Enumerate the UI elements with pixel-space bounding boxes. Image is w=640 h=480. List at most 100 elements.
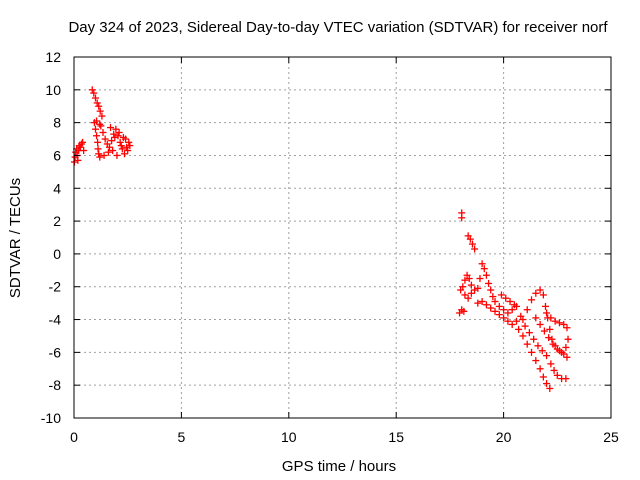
data-point: [487, 304, 495, 312]
y-tick-label: 4: [53, 180, 61, 196]
data-point: [471, 245, 479, 253]
data-point: [543, 352, 551, 360]
data-point: [93, 132, 101, 140]
data-point: [485, 279, 493, 287]
data-point: [93, 117, 101, 125]
data-point: [489, 293, 497, 301]
data-point: [112, 125, 120, 133]
data-point: [536, 320, 544, 328]
data-point: [109, 147, 117, 155]
data-point: [523, 340, 531, 348]
data-point: [502, 294, 510, 302]
x-tick-label: 15: [388, 429, 404, 445]
data-point: [91, 125, 99, 133]
data-point: [487, 286, 495, 294]
data-point: [538, 347, 546, 355]
x-tick-label: 25: [603, 429, 619, 445]
data-point: [510, 301, 518, 309]
y-tick-label: 6: [53, 147, 61, 163]
chart-title: Day 324 of 2023, Sidereal Day-to-day VTE…: [68, 19, 608, 36]
data-point: [495, 302, 503, 310]
data-point: [541, 302, 549, 310]
data-point: [116, 138, 124, 146]
data-point: [478, 297, 486, 305]
data-point: [555, 319, 563, 327]
data-point: [528, 348, 536, 356]
data-point: [525, 329, 533, 337]
data-point: [96, 120, 104, 128]
data-point: [94, 138, 102, 146]
data-point: [90, 89, 98, 97]
data-point: [532, 314, 540, 322]
data-point: [521, 322, 529, 330]
data-point: [508, 306, 516, 314]
data-point: [474, 299, 482, 307]
data-point: [548, 335, 556, 343]
data-point: [504, 317, 512, 325]
data-point: [460, 307, 468, 315]
data-point: [504, 309, 512, 317]
x-tick-label: 5: [178, 429, 186, 445]
data-point: [108, 137, 116, 145]
data-point: [76, 143, 84, 151]
data-point: [512, 317, 520, 325]
y-axis-label: SDTVAR / TECUs: [7, 178, 24, 298]
x-tick-label: 20: [496, 429, 512, 445]
data-point: [95, 150, 103, 158]
data-point: [111, 133, 119, 141]
plot-frame: [73, 56, 612, 419]
data-point: [500, 306, 508, 314]
data-point: [563, 353, 571, 361]
data-point: [99, 128, 107, 136]
data-point: [461, 276, 469, 284]
data-point: [113, 151, 121, 159]
data-point: [523, 306, 531, 314]
data-point: [98, 112, 106, 120]
data-point: [546, 384, 554, 392]
data-point: [88, 86, 96, 94]
data-point: [123, 143, 131, 151]
data-point: [491, 307, 499, 315]
x-axis-label: GPS time / hours: [282, 458, 396, 475]
data-point: [464, 294, 472, 302]
data-point: [476, 275, 484, 283]
x-tick-label: 0: [70, 429, 78, 445]
data-point: [549, 340, 557, 348]
x-tick-label: 10: [281, 429, 297, 445]
data-point: [519, 316, 527, 324]
data-point: [467, 289, 475, 297]
data-point: [96, 153, 104, 161]
data-point: [80, 147, 88, 155]
data-point: [120, 150, 128, 158]
data-point: [545, 334, 553, 342]
data-point: [114, 132, 122, 140]
data-point: [480, 265, 488, 273]
data-point: [550, 366, 558, 374]
data-point: [461, 291, 469, 299]
data-point: [563, 324, 571, 332]
data-point: [471, 286, 479, 294]
data-point: [478, 260, 486, 268]
data-point: [97, 122, 105, 130]
data-point: [515, 325, 523, 333]
data-point: [562, 375, 570, 383]
data-point: [468, 240, 476, 248]
data-point: [93, 99, 101, 107]
data-point: [534, 342, 542, 350]
y-tick-label: -4: [49, 312, 62, 328]
data-point: [553, 345, 561, 353]
data-point: [547, 314, 555, 322]
y-tick-label: 2: [53, 213, 61, 229]
data-point: [100, 151, 108, 159]
data-point: [96, 107, 104, 115]
data-point: [95, 102, 103, 110]
data-point: [532, 289, 540, 297]
axis-ticks: [73, 56, 612, 419]
data-point: [519, 332, 527, 340]
data-point: [562, 343, 570, 351]
y-tick-label: -6: [49, 344, 62, 360]
data-point: [117, 142, 125, 150]
data-point: [91, 94, 99, 102]
data-point: [495, 311, 503, 319]
data-point: [530, 335, 538, 343]
